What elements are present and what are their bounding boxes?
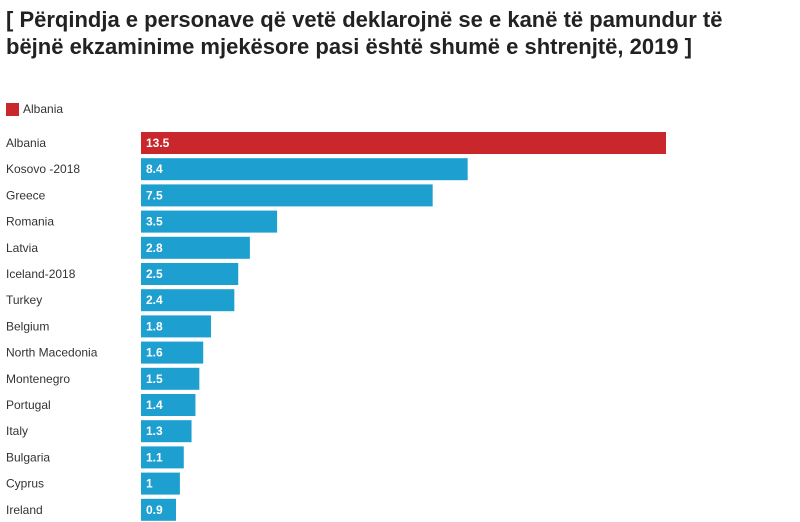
value-label-ireland: 0.9 <box>146 503 163 517</box>
category-label-cyprus: Cyprus <box>6 477 44 491</box>
category-label-romania: Romania <box>6 215 54 229</box>
value-label-belgium: 1.8 <box>146 319 163 333</box>
category-label-montenegro: Montenegro <box>6 372 70 386</box>
chart-legend: Albania <box>6 102 63 116</box>
bar-greece <box>141 184 433 207</box>
category-label-turkey: Turkey <box>6 293 42 307</box>
chart-title: [ Përqindja e personave që vetë deklaroj… <box>6 7 723 59</box>
bar-cyprus <box>141 472 180 495</box>
bar-turkey <box>141 289 235 312</box>
category-label-albania: Albania <box>6 136 46 150</box>
legend-label-albania: Albania <box>23 102 64 116</box>
value-label-romania: 3.5 <box>146 215 163 229</box>
value-label-portugal: 1.4 <box>146 398 163 412</box>
bar-ireland <box>141 498 176 521</box>
bar-portugal <box>141 394 196 416</box>
bar-bulgaria <box>141 446 184 469</box>
category-label-portugal: Portugal <box>6 398 51 412</box>
value-label-italy: 1.3 <box>146 424 163 438</box>
legend-swatch-albania <box>6 102 19 116</box>
value-label-latvia: 2.8 <box>146 241 163 255</box>
value-label-montenegro: 1.5 <box>146 372 163 386</box>
bar-italy <box>141 420 192 443</box>
value-label-turkey: 2.4 <box>146 293 163 307</box>
value-label-albania: 13.5 <box>146 136 170 150</box>
category-label-iceland-2018: Iceland-2018 <box>6 267 76 281</box>
bar-latvia <box>141 236 250 259</box>
bar-north-macedonia <box>141 341 204 364</box>
category-label-kosovo-2018: Kosovo -2018 <box>6 162 80 176</box>
value-label-greece: 7.5 <box>146 188 163 202</box>
category-label-italy: Italy <box>6 424 28 438</box>
bar-montenegro <box>141 367 200 390</box>
value-label-kosovo-2018: 8.4 <box>146 162 163 176</box>
category-label-greece: Greece <box>6 188 46 202</box>
bar-iceland-2018 <box>141 263 239 285</box>
category-label-bulgaria: Bulgaria <box>6 450 50 464</box>
category-label-latvia: Latvia <box>6 241 38 255</box>
bar-romania <box>141 210 278 233</box>
category-label-north-macedonia: North Macedonia <box>6 346 98 360</box>
value-label-north-macedonia: 1.6 <box>146 346 163 360</box>
bar-kosovo-2018 <box>141 158 468 181</box>
category-label-ireland: Ireland <box>6 503 43 517</box>
category-label-belgium: Belgium <box>6 319 49 333</box>
bar-albania <box>141 132 666 154</box>
bar-belgium <box>141 315 211 338</box>
value-label-bulgaria: 1.1 <box>146 450 163 464</box>
value-label-cyprus: 1 <box>146 477 153 491</box>
value-label-iceland-2018: 2.5 <box>146 267 163 281</box>
